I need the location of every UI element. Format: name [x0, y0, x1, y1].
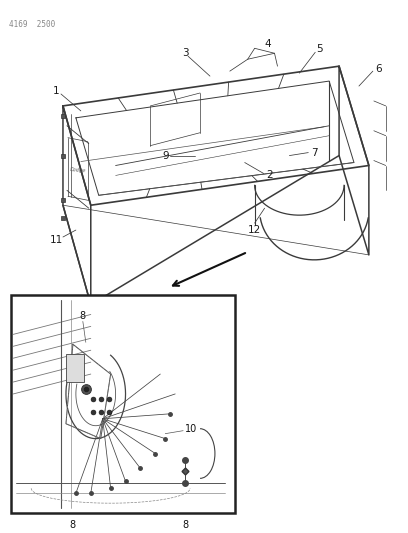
Text: 8: 8	[80, 311, 86, 321]
Text: 4169  2500: 4169 2500	[9, 20, 55, 28]
Text: 9: 9	[162, 150, 169, 160]
Text: 3: 3	[182, 49, 188, 58]
Text: 10: 10	[185, 424, 197, 434]
Bar	[11, 295, 235, 513]
Text: 8: 8	[70, 520, 76, 530]
Text: 7: 7	[311, 148, 317, 158]
Text: 4: 4	[264, 39, 271, 50]
Text: 1: 1	[53, 86, 59, 96]
Text: 2: 2	[266, 171, 273, 181]
Text: 11: 11	[49, 235, 63, 245]
Text: 6: 6	[375, 64, 382, 74]
Text: 12: 12	[248, 225, 261, 235]
Bar	[66, 354, 84, 382]
Text: 8: 8	[182, 520, 188, 530]
Text: 5: 5	[316, 44, 322, 54]
Text: Dodge: Dodge	[70, 167, 86, 173]
